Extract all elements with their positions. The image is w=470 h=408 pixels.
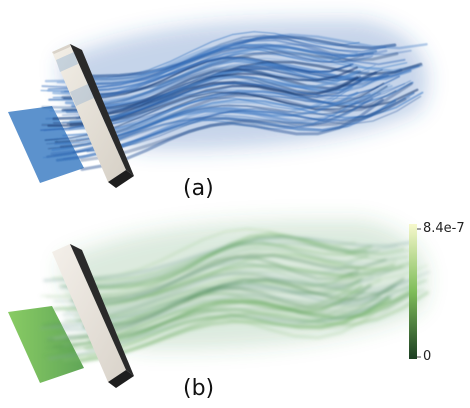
streamline	[70, 254, 387, 302]
colorbar-max-label: 8.4e-7	[423, 221, 465, 236]
streamline	[63, 269, 392, 321]
streamline	[60, 247, 397, 290]
streamline	[86, 95, 422, 152]
inlet-plate-a	[8, 106, 84, 183]
streamline	[77, 297, 392, 363]
colorbar-min-label: 0	[423, 349, 432, 364]
streamline	[40, 247, 398, 298]
panel-a-label: (a)	[183, 176, 214, 201]
streamline	[66, 43, 378, 87]
colorbar-gradient	[409, 224, 417, 359]
colorbar	[409, 224, 421, 359]
panel-a-visualization	[8, 20, 428, 188]
streamline	[59, 240, 399, 288]
streamline	[65, 284, 372, 340]
inlet-plate-b	[8, 306, 84, 383]
panel-b-visualization	[8, 220, 431, 388]
streamline	[80, 98, 384, 171]
streamline	[80, 272, 354, 322]
streamline	[45, 252, 403, 299]
obstacle-box-a	[52, 44, 134, 188]
obstacle-box-b	[52, 244, 134, 388]
streamlines-a	[40, 31, 428, 171]
panel-b-label: (b)	[183, 376, 215, 401]
